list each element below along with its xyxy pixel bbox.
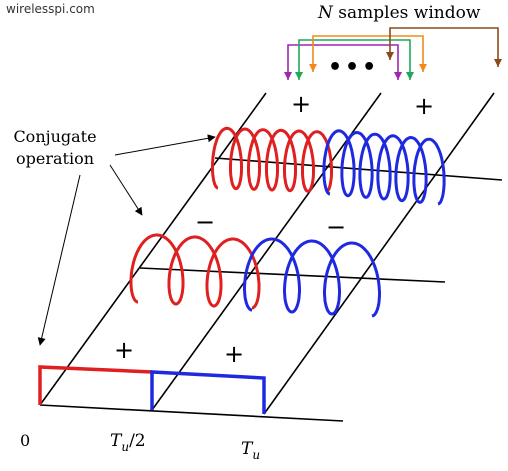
axis-middle [139,267,446,283]
sign-labels: + + − − + + [114,90,434,368]
tick-label-half: Tu/2 [110,431,146,454]
arrowhead-brown-right [494,59,502,67]
sign-minus-mid-left: − [195,208,215,236]
conjugate-label-line1: Conjugate [13,127,96,146]
spiral-mid-red [129,233,261,310]
tick-label-zero: 0 [20,431,30,450]
spiral-mid-blue [243,237,381,318]
diagonal-guides [39,92,495,415]
window-label: N samples window [317,3,481,23]
sign-plus-bottom-left: + [114,336,134,364]
arrow-to-step [37,174,81,346]
time-axes [39,157,503,422]
step-waveform-blue [150,370,266,414]
spiral-top-blue [322,129,446,206]
sign-plus-bottom-right: + [224,340,244,368]
window-label-rest: samples window [333,3,481,23]
diagonal-line-0 [39,92,267,406]
arrowhead-purple-right [394,72,402,80]
arrowhead-green-left [295,72,303,80]
bracket-orange [312,35,424,72]
tick-label-full: Tu [241,439,260,462]
arrowhead-brown-left [386,52,394,60]
watermark: wirelesspi.com [6,2,95,16]
conjugate-label-line2: operation [16,149,94,168]
arrowhead-green-right [406,72,414,80]
axis-top [214,157,503,181]
sign-plus-top-left: + [291,90,311,118]
diagonal-line-half [151,92,382,411]
bracket-brown [389,27,499,67]
axis-bottom [39,404,344,422]
arrow-to-top-spiral [114,134,216,156]
step-waveform-red [38,365,153,405]
step-waveform [38,365,266,414]
annotation-arrows [37,134,216,346]
window-label-n: N [317,3,334,23]
bracket-purple [287,44,399,80]
arrow-to-mid-spiral [109,164,143,216]
arrowhead-orange-left [309,64,317,72]
sign-plus-top-right: + [414,92,434,120]
sign-minus-mid-right: − [326,213,346,241]
spiral-waveforms [129,126,446,318]
diagonal-line-full [263,92,495,415]
sample-window-brackets [284,27,502,80]
spiral-top-red [211,126,333,194]
arrowhead-purple-left [284,72,292,80]
arrowhead-orange-right [419,64,427,72]
ellipsis-dots: ••• [328,55,379,80]
bracket-green [298,39,411,80]
